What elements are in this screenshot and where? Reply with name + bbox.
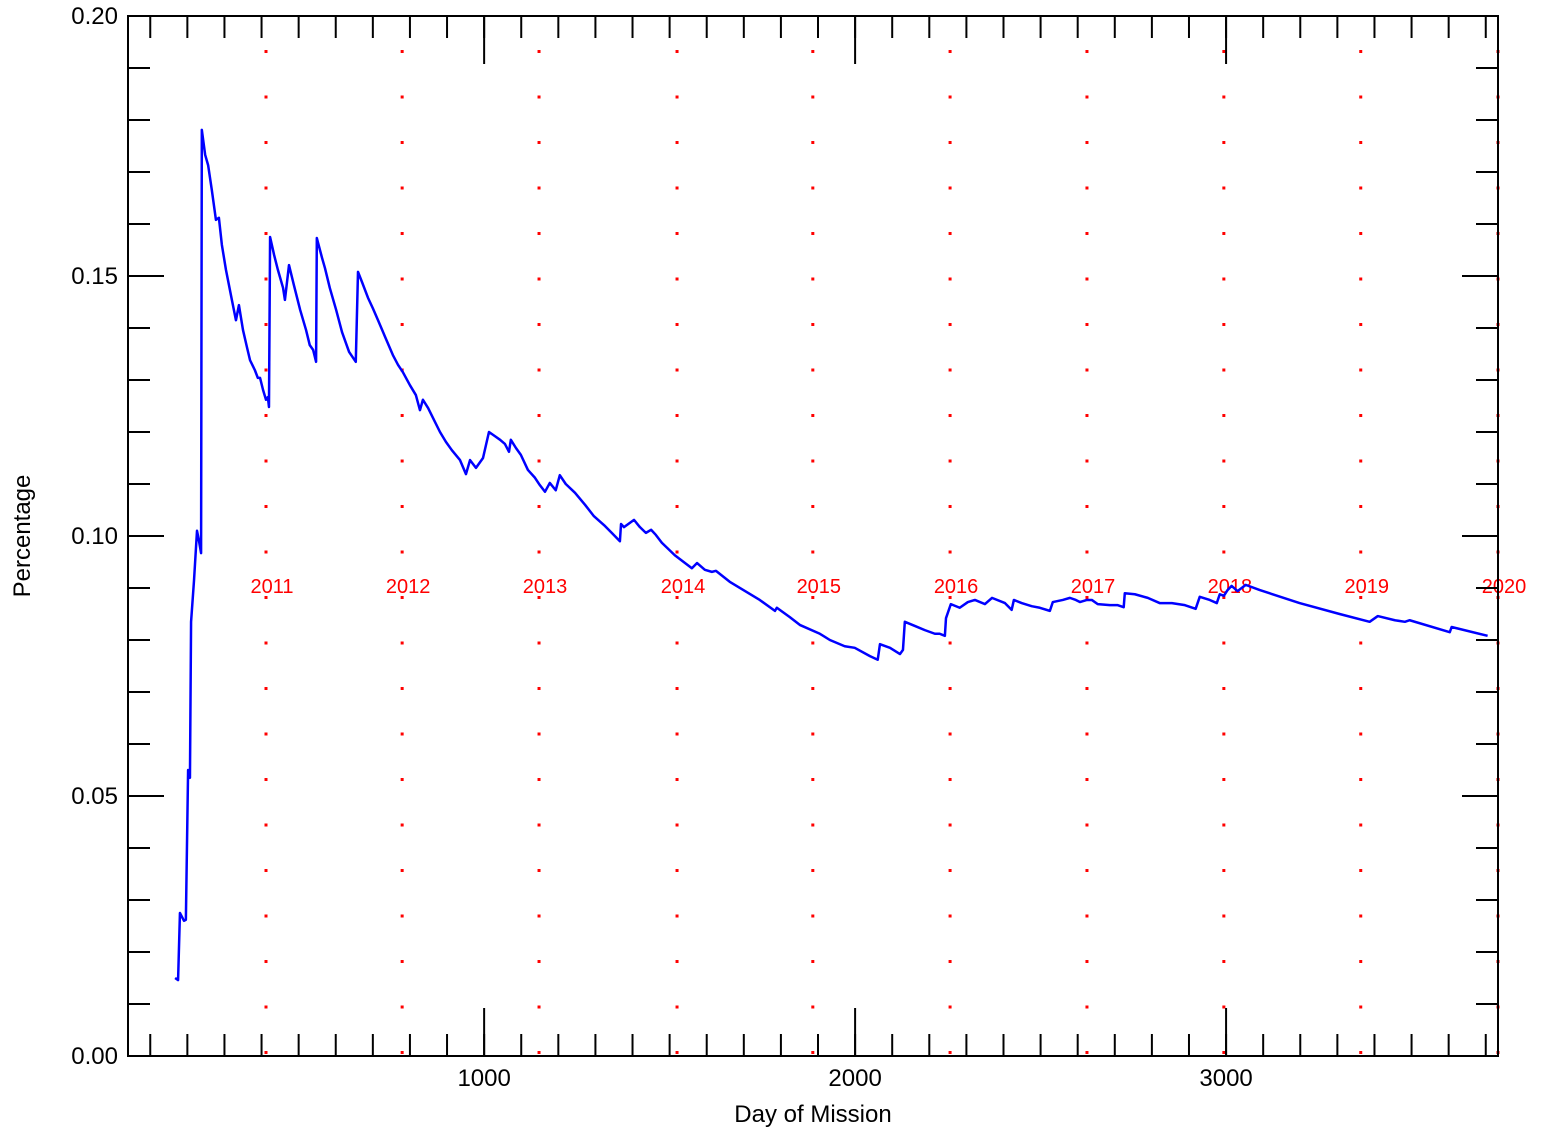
x-tick-label: 2000	[828, 1065, 881, 1092]
year-label: 2012	[386, 576, 431, 598]
year-label: 2017	[1071, 576, 1116, 598]
year-label: 2011	[250, 576, 293, 598]
year-label: 2019	[1344, 576, 1389, 598]
year-label: 2016	[934, 576, 979, 598]
data-line	[174, 128, 1488, 982]
y-axis-label: Percentage	[9, 475, 36, 598]
y-tick-label: 0.15	[71, 263, 118, 290]
plot-frame	[127, 15, 1499, 1057]
x-tick-label: 3000	[1199, 1065, 1252, 1092]
year-label: 2014	[661, 576, 706, 598]
y-tick-label: 0.20	[71, 3, 118, 30]
x-axis-label: Day of Mission	[734, 1101, 891, 1128]
y-tick-label: 0.10	[71, 523, 118, 550]
year-label: 2020	[1482, 576, 1527, 598]
year-label: 2013	[523, 576, 568, 598]
x-tick-label: 1000	[457, 1065, 510, 1092]
y-tick-label: 0.00	[71, 1043, 118, 1070]
y-tick-label: 0.05	[71, 783, 118, 810]
year-label: 2015	[797, 576, 842, 598]
